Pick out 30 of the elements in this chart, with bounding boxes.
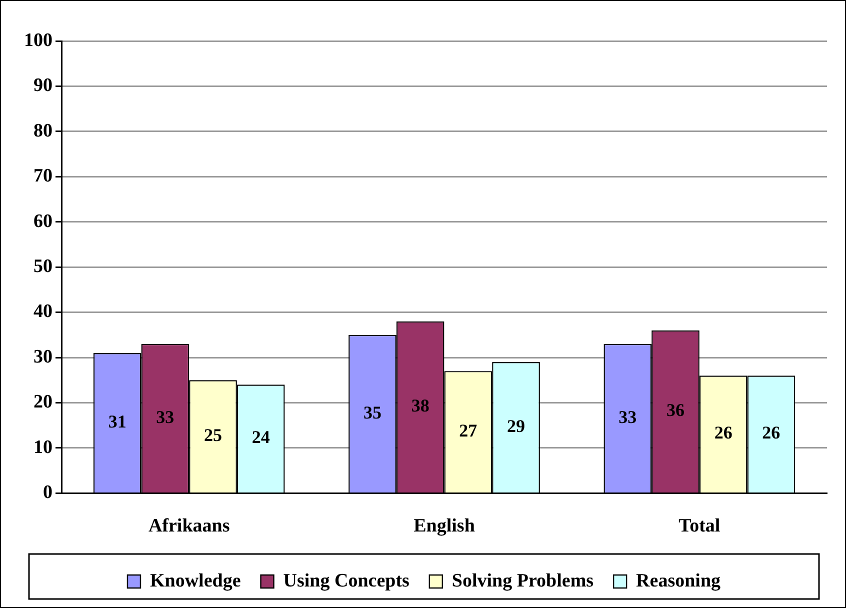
- y-tick-label: 0: [43, 482, 52, 504]
- data-label: 31: [108, 411, 126, 432]
- data-label: 24: [252, 427, 270, 448]
- y-tick-label: 20: [34, 392, 52, 413]
- x-tick-label: Afrikaans: [148, 516, 230, 537]
- data-label: 36: [666, 400, 684, 420]
- y-tick-label: 50: [34, 256, 52, 278]
- legend-label: Reasoning: [636, 570, 722, 592]
- y-tick-label: 100: [24, 30, 52, 51]
- y-tick-label: 30: [34, 346, 52, 368]
- data-label: 38: [411, 396, 430, 416]
- data-label: 35: [363, 402, 382, 422]
- y-tick-label: 90: [34, 75, 52, 96]
- legend-label: Using Concepts: [283, 570, 410, 592]
- x-tick-label: English: [414, 516, 476, 537]
- legend-label: Solving Problems: [452, 570, 594, 592]
- data-label: 33: [156, 406, 174, 427]
- y-tick-label: 40: [34, 301, 52, 322]
- y-tick-label: 10: [34, 436, 52, 458]
- data-label: 29: [507, 416, 526, 436]
- data-label: 25: [204, 424, 222, 445]
- x-tick-label: Total: [678, 516, 720, 537]
- data-label: 27: [459, 420, 478, 440]
- y-tick-label: 60: [34, 210, 52, 232]
- data-label: 33: [618, 406, 637, 427]
- data-label: 26: [714, 422, 732, 443]
- y-tick-label: 80: [34, 120, 52, 142]
- legend-label: Knowledge: [150, 570, 241, 592]
- data-label: 26: [762, 422, 780, 443]
- y-tick-label: 70: [34, 166, 52, 187]
